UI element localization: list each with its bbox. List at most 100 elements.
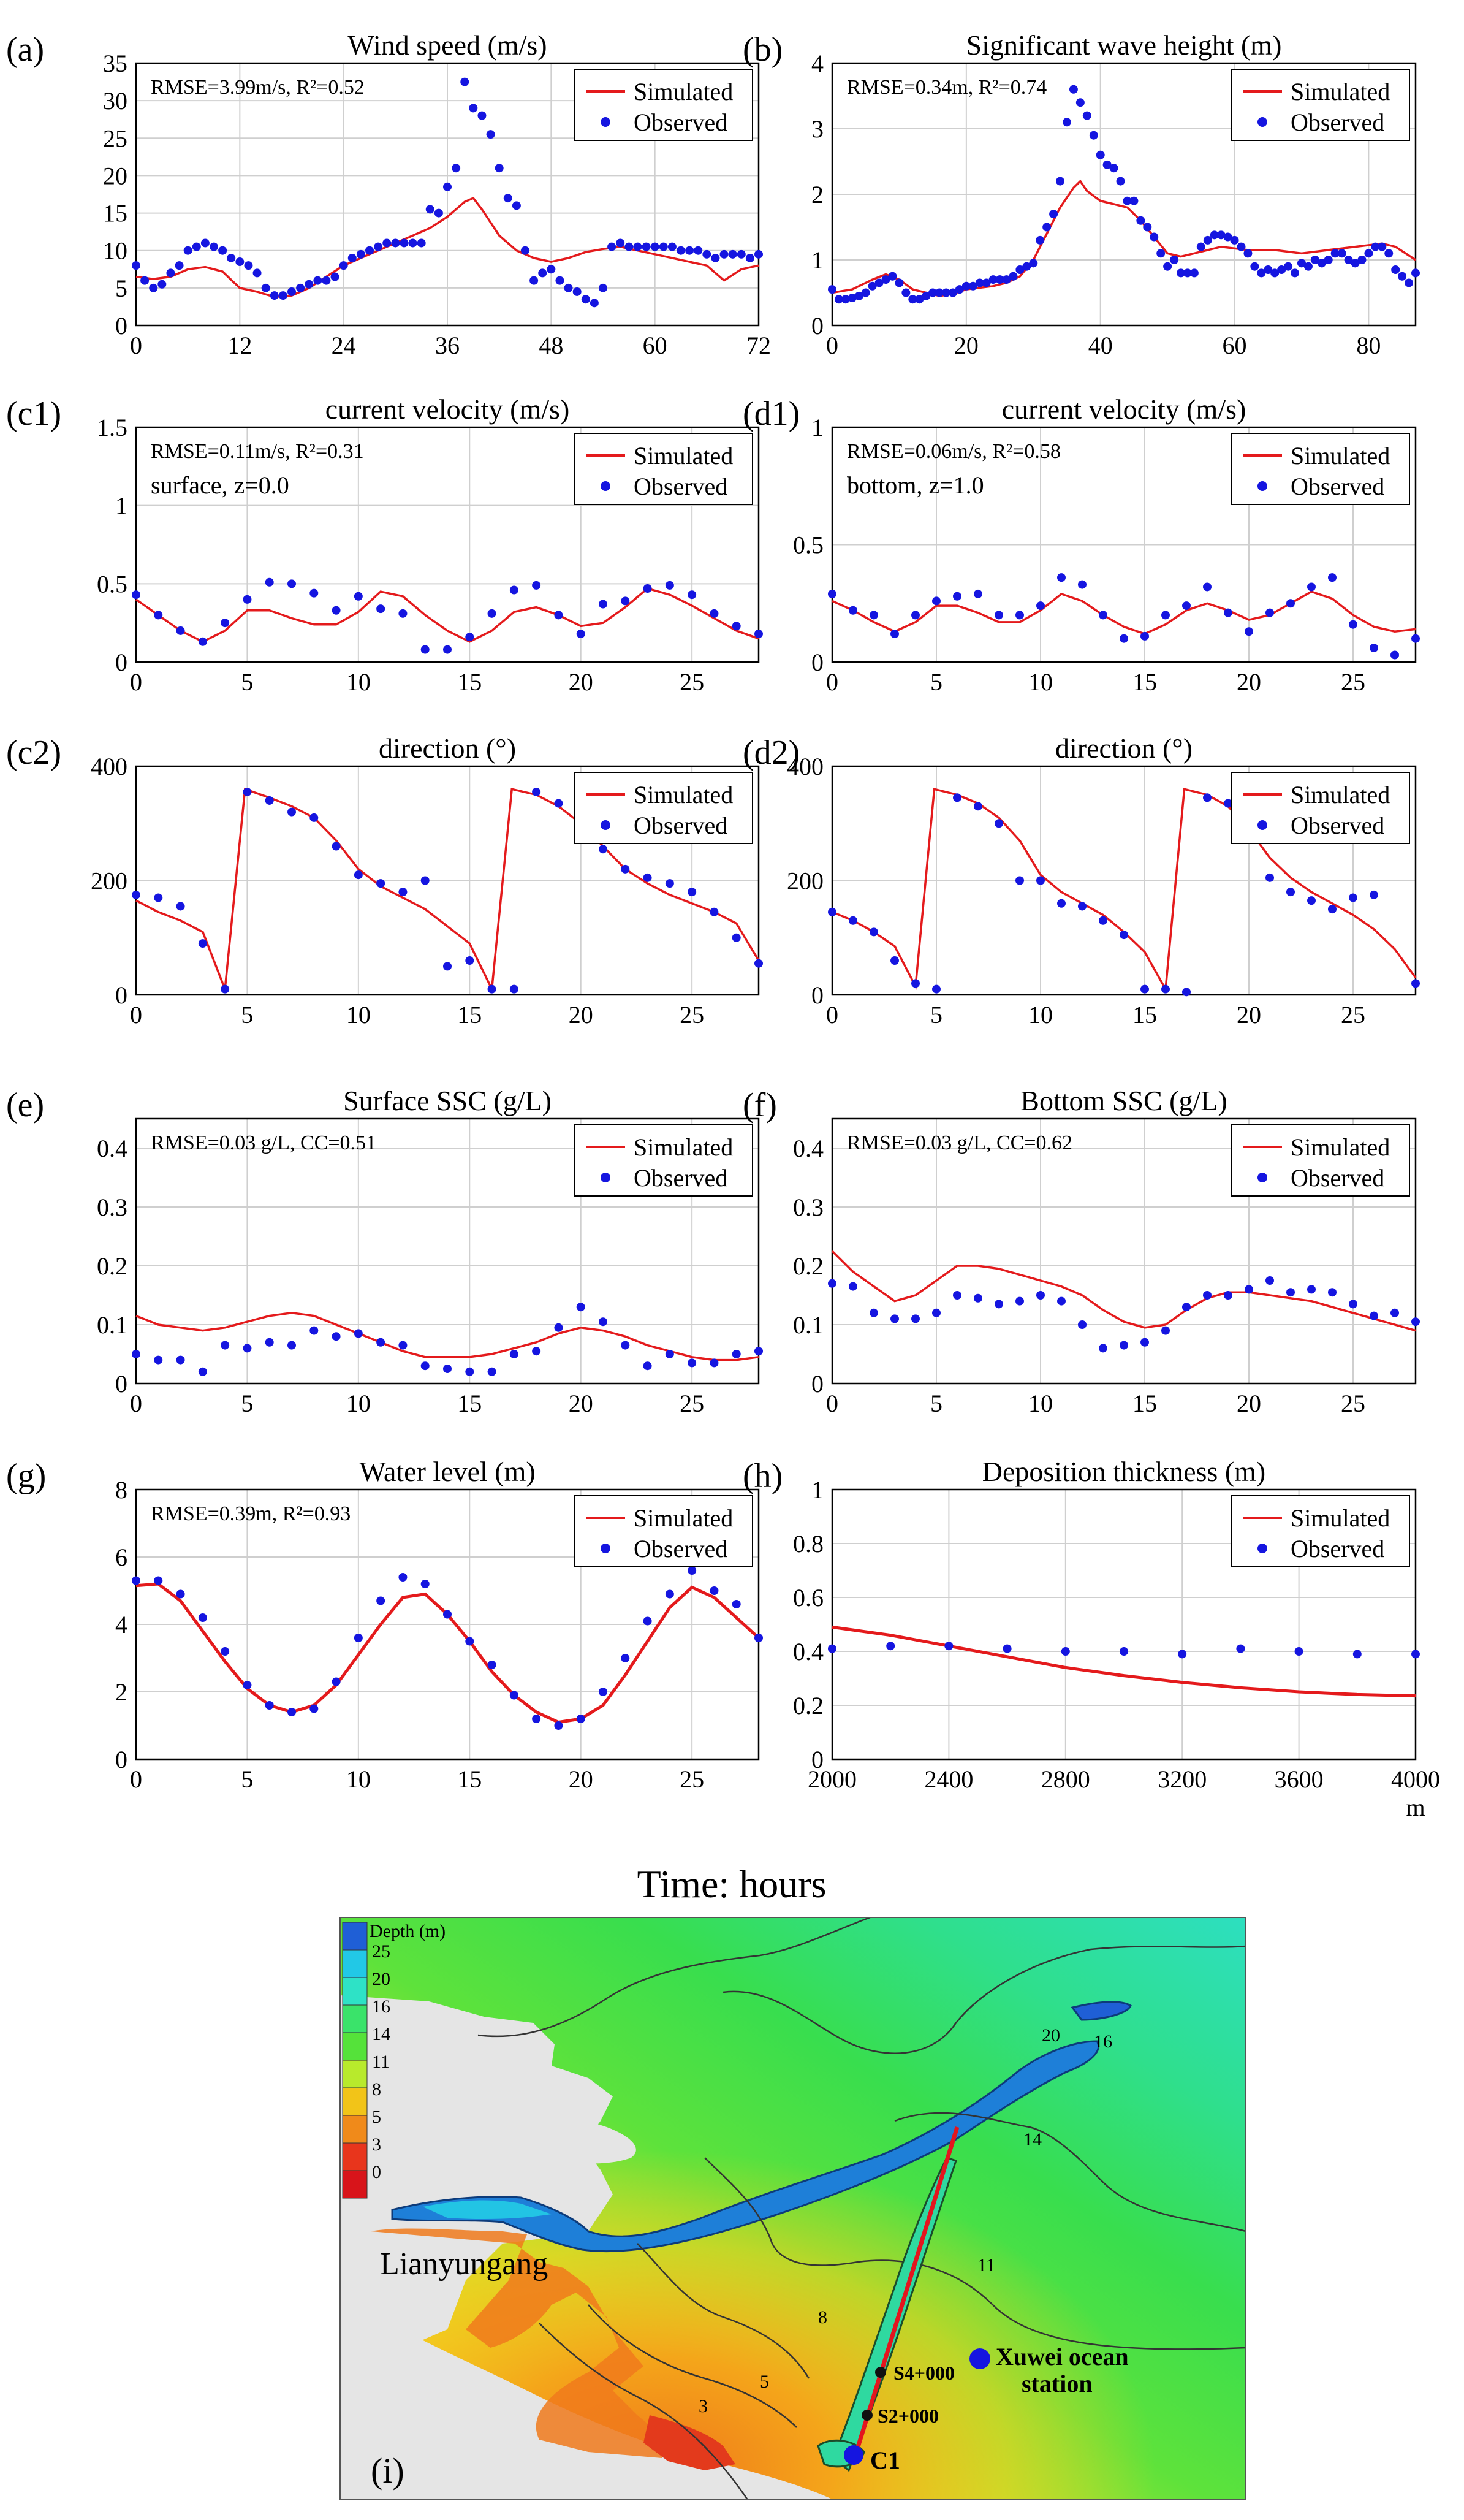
x-tick-label: 60 <box>643 332 667 359</box>
axes-frame-d1 <box>831 426 1417 663</box>
observed-point <box>287 1708 296 1716</box>
observed-point <box>881 275 890 284</box>
legend-observed-label: Observed <box>634 473 727 500</box>
observed-point <box>1036 601 1045 611</box>
observed-point <box>1003 1644 1012 1653</box>
legend-g: Simulated Observed <box>574 1495 753 1567</box>
observed-point <box>1182 601 1191 611</box>
observed-point <box>221 984 230 994</box>
observed-point <box>512 201 521 210</box>
observed-point <box>665 1589 674 1599</box>
observed-point <box>157 280 167 289</box>
y-tick-label: 400 <box>787 753 824 780</box>
observed-point <box>1078 580 1087 589</box>
x-tick-label: 0 <box>826 1390 838 1417</box>
x-tick-label: 5 <box>241 1765 253 1793</box>
observed-point <box>443 182 452 191</box>
observed-point <box>711 253 720 262</box>
y-tick-label: 0.5 <box>97 570 127 598</box>
observed-point <box>365 246 374 255</box>
observed-point <box>554 799 563 808</box>
observed-point <box>347 253 357 262</box>
depth-legend-swatch <box>342 2087 368 2116</box>
observed-point <box>1182 988 1191 997</box>
legend-observed-swatch <box>601 820 610 830</box>
panel-title: current velocity (m/s) <box>325 394 570 425</box>
observed-point <box>1257 268 1266 278</box>
observed-point <box>198 637 207 646</box>
observed-point <box>1411 1650 1420 1659</box>
observed-point <box>452 164 461 173</box>
observed-point <box>688 1358 697 1368</box>
observed-point <box>503 194 512 203</box>
observed-point <box>1250 262 1259 271</box>
observed-point <box>465 1367 474 1376</box>
observed-point <box>1120 1341 1128 1350</box>
legend-simulated-label: Simulated <box>1291 78 1390 105</box>
panel-stat: RMSE=0.03 g/L, CC=0.62 <box>847 1132 1072 1154</box>
axes-frame-e <box>135 1117 760 1385</box>
y-tick-label: 1 <box>115 492 127 520</box>
observed-point <box>183 246 192 255</box>
panel-d1: 0 5 10 15 20 25 0 0.5 1 current velocity (m/s) (d1… <box>743 394 1420 696</box>
observed-point <box>132 590 140 600</box>
y-tick-label: 35 <box>103 50 127 77</box>
simulated-line-h <box>832 1625 1416 1698</box>
observed-point <box>287 807 296 817</box>
label-s2: S2+000 <box>878 2405 939 2427</box>
y-tick-label: 200 <box>91 867 127 895</box>
observed-point <box>198 1367 207 1376</box>
observed-point <box>1136 216 1145 225</box>
observed-point <box>1317 259 1326 268</box>
observed-point <box>398 888 408 897</box>
legend-f: Simulated Observed <box>1231 1124 1410 1197</box>
observed-point <box>1328 573 1337 582</box>
panel-title: Surface SSC (g/L) <box>343 1085 552 1116</box>
observed-point <box>443 645 452 654</box>
observed-point <box>1015 265 1025 275</box>
observed-point <box>1294 1647 1303 1656</box>
observed-point <box>1161 1326 1170 1335</box>
observed-point <box>1015 876 1024 885</box>
legend-simulated-label: Simulated <box>1291 1504 1390 1532</box>
y-tick-label: 1 <box>811 246 824 274</box>
simulated-line-g <box>135 1582 760 1724</box>
observed-point <box>953 592 961 601</box>
observed-point <box>665 879 674 888</box>
x-tick-label: 5 <box>241 1390 253 1417</box>
legend-e: Simulated Observed <box>574 1124 753 1197</box>
observed-point <box>1303 262 1313 271</box>
panel-title: Significant wave height (m) <box>966 29 1282 61</box>
observed-point <box>719 249 729 259</box>
observed-point <box>554 1323 563 1332</box>
observed-point <box>1120 931 1128 940</box>
observed-point <box>521 246 529 255</box>
x-tick-label: 25 <box>1341 1390 1365 1417</box>
observed-point <box>313 276 322 285</box>
observed-point <box>1015 611 1024 620</box>
simulated-line-d1 <box>832 590 1416 635</box>
y-tick-label: 0.4 <box>793 1638 824 1665</box>
observed-point <box>227 253 236 262</box>
observed-point <box>870 927 878 937</box>
observed-point <box>382 238 392 248</box>
observed-point <box>420 1361 430 1371</box>
legend-box <box>574 69 753 141</box>
observed-point <box>1357 256 1367 264</box>
legend-box <box>574 1495 753 1567</box>
observed-point <box>643 584 652 593</box>
axes-frame-d2 <box>831 765 1417 996</box>
legend-observed-label: Observed <box>1291 1535 1384 1563</box>
depth-legend-level: 16 <box>372 1997 390 2017</box>
legend-box <box>1231 772 1410 844</box>
observed-point <box>1265 608 1274 617</box>
observed-point <box>564 283 573 292</box>
observed-point <box>754 630 763 639</box>
y-tick-label: 0.1 <box>793 1311 824 1339</box>
observed-point <box>710 1586 719 1595</box>
x-tick-label: 5 <box>241 1001 253 1029</box>
observed-point <box>1089 131 1098 140</box>
map-land-west-block <box>340 1995 613 2348</box>
map-channel-core <box>423 2200 552 2219</box>
observed-point <box>642 242 651 251</box>
